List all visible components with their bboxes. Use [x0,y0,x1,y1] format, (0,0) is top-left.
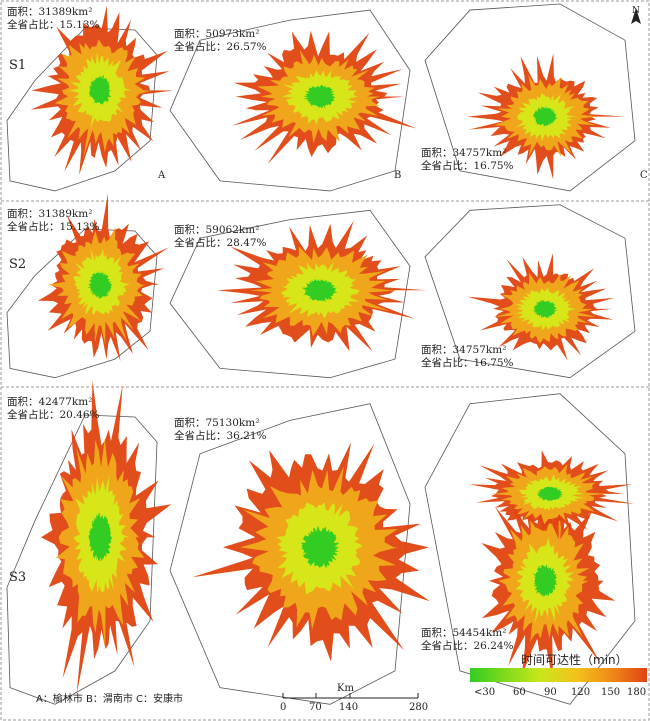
boundary-b [169,403,411,705]
share-label: 全省占比：20.46% [7,409,100,421]
access-a-core [87,271,112,299]
scale-bar [282,693,419,699]
share-label: 全省占比：15.13% [7,221,100,233]
area-label: 面积：54454km² [421,627,507,639]
access-c-core [533,299,558,319]
north-arrow-icon [631,8,641,24]
area-label: 面积：50973km² [174,28,260,40]
panel-letter-c: C [640,170,648,181]
access-b-core [301,278,338,303]
access-c-core [533,105,558,127]
area-label: 面积：59062km² [174,224,260,236]
legend-tick: <30 [474,687,496,698]
access-b-core [303,84,336,109]
access-a-core [88,512,113,562]
access-c-core [532,564,558,598]
row-label-s3: S3 [9,570,27,585]
boundary-b [169,9,411,192]
legend-tick: 90 [544,687,557,698]
area-label: 面积：42477km² [7,396,93,408]
legend-tick: 150 [601,687,621,698]
share-label: 全省占比：16.75% [421,160,514,172]
north-label: N [632,6,640,16]
legend-title: 时间可达性（min） [521,653,628,667]
area-label: 面积：34757km² [421,147,507,159]
panel-letter-b: B [394,170,402,181]
area-label: 面积：31389km² [7,6,93,18]
access-c-north-core [537,486,563,502]
row-label-s2: S2 [9,257,27,272]
boundary-c [424,204,636,379]
scale-unit: Km [337,683,354,694]
boundary-c [424,3,636,192]
panel-letter-a: A [158,170,166,181]
boundary-a [6,27,158,192]
scale-tick: 70 [309,702,322,713]
row-label-s1: S1 [9,58,27,73]
area-label: 面积：34757km² [421,344,507,356]
scale-tick: 280 [409,702,429,713]
share-label: 全省占比：36.21% [174,430,267,442]
legend-color-bar [470,668,647,682]
city-key: A：榆林市 B：渭南市 C：安康市 [36,694,184,705]
share-label: 全省占比：26.57% [174,41,267,53]
boundary-a [6,414,158,705]
access-a-core [89,74,113,105]
legend-tick: 180 [627,687,647,698]
legend-tick: 60 [513,687,526,698]
area-label: 面积：75130km² [174,417,260,429]
share-label: 全省占比：28.47% [174,237,267,249]
scale-tick: 0 [280,702,287,713]
scale-tick: 140 [339,702,359,713]
share-label: 全省占比：26.24% [421,640,514,652]
share-label: 全省占比：15.13% [7,19,100,31]
access-b-core [300,525,341,569]
boundary-b [169,209,411,379]
legend-tick: 120 [571,687,591,698]
share-label: 全省占比：16.75% [421,357,514,369]
area-label: 面积：31389km² [7,208,93,220]
